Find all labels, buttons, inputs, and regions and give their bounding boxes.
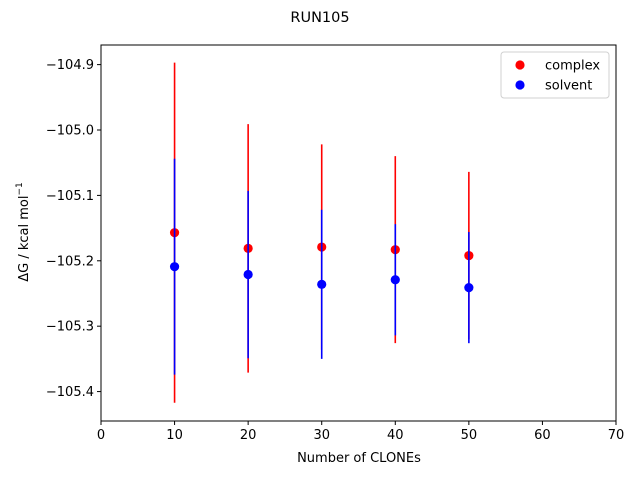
chart-title: RUN105 xyxy=(290,10,349,26)
x-tick-label: 10 xyxy=(166,428,183,443)
y-axis-label-main: ΔG / kcal mol xyxy=(17,196,32,282)
y-axis-label: ΔG / kcal mol−1 xyxy=(15,182,32,282)
x-tick-label: 0 xyxy=(97,428,105,443)
x-axis: 0 10 20 30 40 50 60 70 xyxy=(97,421,624,443)
x-tick-label: 60 xyxy=(534,428,551,443)
legend: complex solvent xyxy=(500,51,610,99)
legend-marker-solvent xyxy=(515,80,525,90)
y-tick-label: −105.4 xyxy=(46,385,94,400)
data-point-solvent xyxy=(390,275,400,285)
y-axis-label-superscript: −1 xyxy=(15,182,25,195)
data-point-solvent xyxy=(464,283,474,293)
x-tick-label: 50 xyxy=(461,428,478,443)
y-tick-label: −105.0 xyxy=(46,124,94,139)
data-point-solvent xyxy=(169,262,180,272)
legend-label-solvent: solvent xyxy=(545,79,592,94)
x-tick-label: 20 xyxy=(240,428,257,443)
y-tick-label: −104.9 xyxy=(46,58,94,73)
y-axis: −104.9 −105.0 −105.1 −105.2 −105.3 −105.4 xyxy=(46,58,101,400)
series-solvent xyxy=(169,158,474,375)
data-point-solvent xyxy=(243,269,253,280)
legend-marker-complex xyxy=(515,60,525,70)
legend-box xyxy=(500,51,610,99)
data-point-solvent xyxy=(317,279,327,289)
y-tick-label: −105.2 xyxy=(46,254,94,269)
x-tick-label: 30 xyxy=(313,428,330,443)
x-axis-label: Number of CLONEs xyxy=(297,451,421,466)
x-tick-label: 70 xyxy=(608,428,625,443)
legend-label-complex: complex xyxy=(545,59,600,74)
plot-frame xyxy=(100,44,617,422)
y-tick-label: −105.1 xyxy=(46,189,94,204)
x-tick-label: 40 xyxy=(387,428,404,443)
y-tick-label: −105.3 xyxy=(46,320,94,335)
plot-area xyxy=(100,44,617,422)
